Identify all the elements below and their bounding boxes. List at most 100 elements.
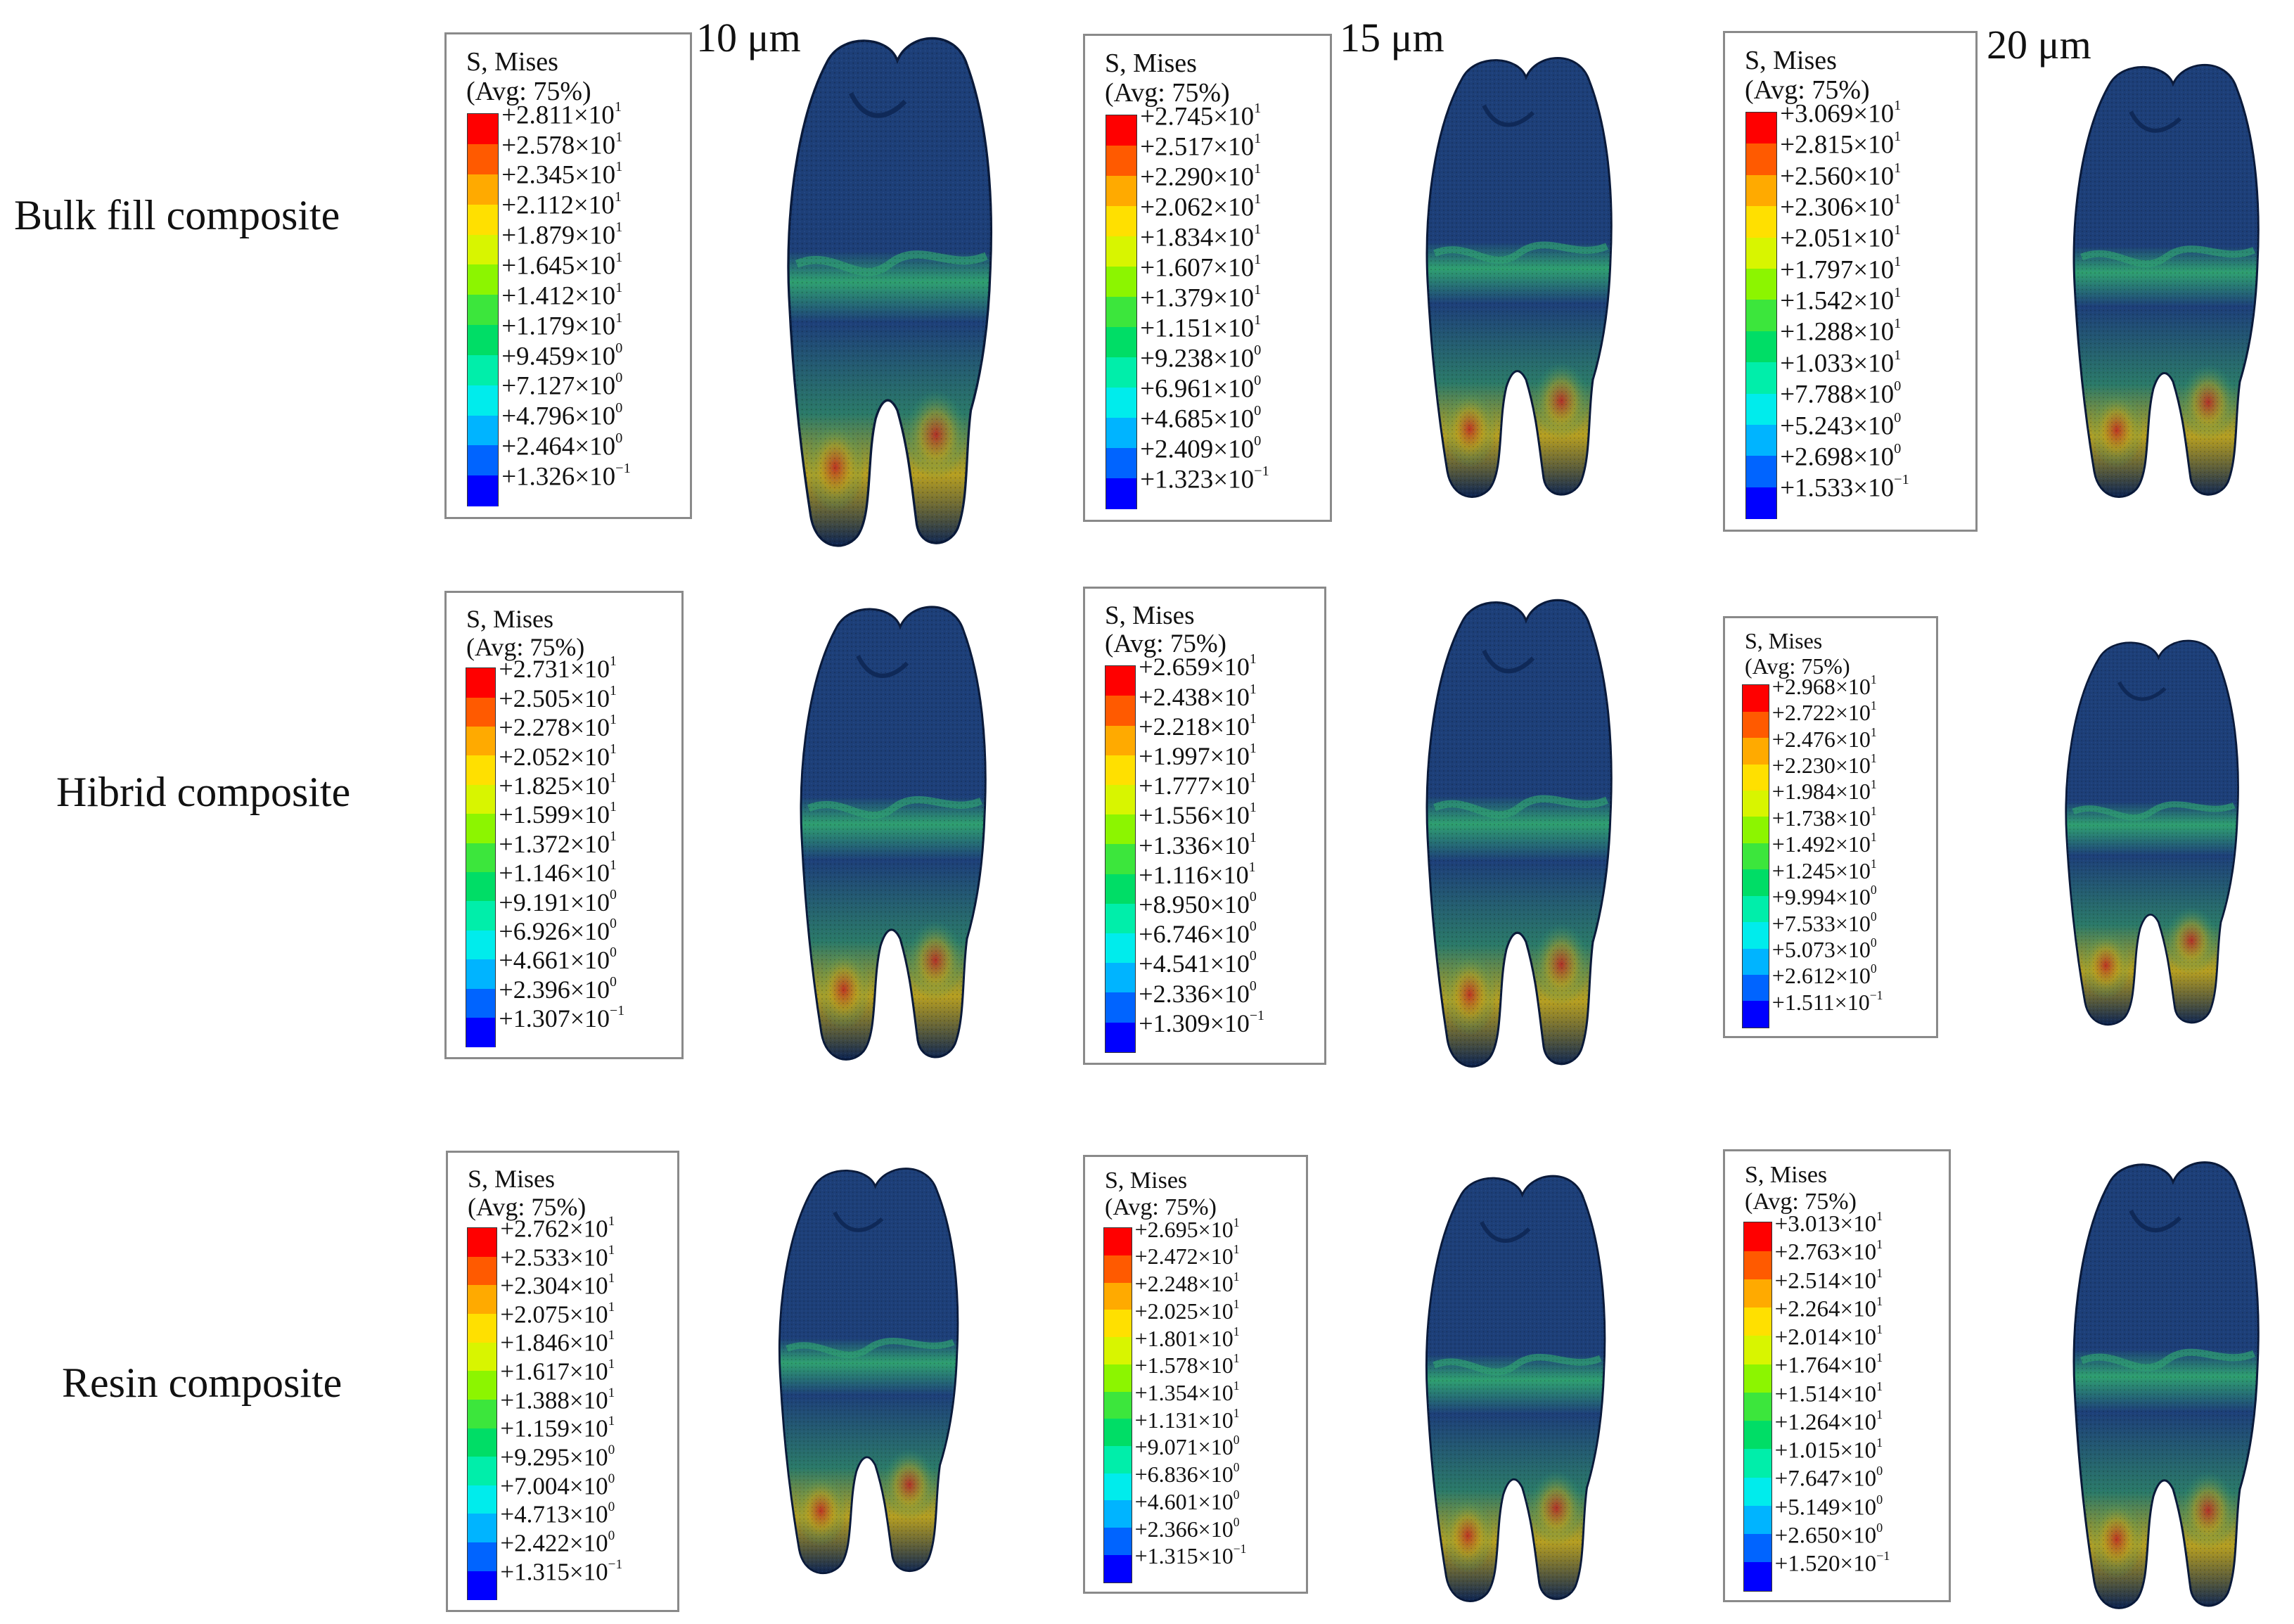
- legend-value-exponent: 1: [608, 1299, 615, 1315]
- legend-value-mantissa: +1.764×10: [1774, 1353, 1877, 1379]
- legend-value-exponent: 1: [1249, 770, 1257, 786]
- legend-value-exponent: 0: [608, 1500, 615, 1515]
- legend-value: +2.811×101: [501, 99, 622, 130]
- legend-value-mantissa: +2.762×10: [500, 1215, 608, 1243]
- legend-value-mantissa: +4.713×10: [500, 1500, 608, 1528]
- legend-value-exponent: 1: [610, 712, 617, 728]
- legend-color-band: [467, 234, 499, 265]
- legend-value: +1.556×101: [1139, 800, 1257, 830]
- legend-color-band: [1743, 869, 1769, 897]
- legend-value-mantissa: +1.159×10: [500, 1414, 608, 1443]
- legend-color-band: [466, 843, 496, 873]
- legend-value-mantissa: +7.788×10: [1780, 380, 1895, 409]
- legend-value: +9.191×100: [499, 887, 617, 917]
- legend-color-band: [1745, 269, 1777, 300]
- legend-color-band: [1105, 963, 1136, 993]
- legend-value: +2.472×101: [1135, 1242, 1240, 1270]
- legend-color-band: [1103, 1255, 1132, 1284]
- legend-title: S, Mises: [1105, 1168, 1188, 1194]
- legend-value-exponent: 1: [610, 682, 617, 698]
- legend-value: +9.994×100: [1772, 883, 1877, 910]
- legend-value-mantissa: +1.514×10: [1774, 1381, 1877, 1407]
- legend-value-exponent: 1: [1870, 751, 1877, 766]
- tooth-stress-map-bulk-fill-20um: [2072, 64, 2260, 498]
- legend-value-exponent: −1: [1233, 1542, 1247, 1556]
- tooth-stress-map-resin-20um: [2072, 1161, 2260, 1609]
- legend-value-mantissa: +1.645×10: [501, 251, 616, 281]
- legend-color-band: [1106, 327, 1137, 358]
- legend-value-mantissa: +2.815×10: [1780, 130, 1895, 160]
- legend-color-band: [466, 755, 496, 786]
- legend-color-band: [1743, 764, 1769, 791]
- legend-value-mantissa: +2.366×10: [1134, 1516, 1233, 1542]
- legend-value-mantissa: +2.304×10: [500, 1272, 608, 1300]
- legend-value-exponent: 0: [1870, 883, 1877, 897]
- legend-value: +1.179×101: [501, 310, 622, 341]
- legend-color-band: [1745, 206, 1777, 238]
- legend-value-exponent: −1: [610, 1003, 625, 1019]
- legend-value: +2.659×101: [1139, 651, 1257, 682]
- legend-value: +1.033×101: [1780, 347, 1901, 378]
- legend-color-band: [1105, 874, 1136, 904]
- legend-value: +7.127×100: [501, 370, 622, 401]
- legend-value-mantissa: +9.994×10: [1771, 884, 1871, 910]
- legend-value-exponent: 1: [615, 250, 623, 266]
- legend-value-exponent: 1: [1870, 830, 1877, 845]
- legend-value-mantissa: +2.409×10: [1140, 435, 1255, 464]
- legend-value-exponent: −1: [1894, 472, 1909, 488]
- legend-value-exponent: 1: [1254, 281, 1262, 298]
- legend-value-mantissa: +2.659×10: [1139, 653, 1250, 682]
- legend-subtitle: (Avg: 75%): [1745, 653, 1850, 679]
- legend-value-mantissa: +2.336×10: [1139, 979, 1250, 1008]
- legend-bulk-fill-15um: S, Mises (Avg: 75%) +2.745×101 +2.517×101 +2…: [1083, 34, 1332, 522]
- legend-value: +1.825×101: [499, 770, 617, 800]
- legend-value-exponent: 1: [610, 828, 617, 844]
- legend-color-band: [466, 1017, 496, 1047]
- legend-value-exponent: 0: [1876, 1492, 1883, 1507]
- legend-value: +4.601×100: [1135, 1488, 1240, 1515]
- legend-value: +1.764×101: [1775, 1350, 1883, 1379]
- legend-value-mantissa: +4.685×10: [1140, 404, 1255, 434]
- legend-value-exponent: 1: [1254, 312, 1262, 328]
- legend-color-band: [1745, 174, 1777, 207]
- legend-color-band: [1105, 933, 1136, 964]
- legend-value-exponent: 0: [1894, 378, 1902, 395]
- legend-value: +1.146×101: [499, 857, 617, 888]
- legend-value: +1.379×101: [1140, 282, 1261, 313]
- legend-value-exponent: 1: [1876, 1265, 1883, 1280]
- legend-value: +2.695×101: [1135, 1215, 1240, 1243]
- legend-color-band: [467, 325, 499, 356]
- legend-value-mantissa: +9.459×10: [501, 341, 616, 371]
- legend-value-exponent: 1: [1249, 710, 1257, 727]
- legend-color-band: [1743, 1251, 1771, 1280]
- legend-value-exponent: 1: [1233, 1378, 1240, 1393]
- legend-value-mantissa: +1.309×10: [1139, 1009, 1250, 1037]
- legend-value-mantissa: +2.248×10: [1134, 1271, 1233, 1297]
- legend-value: +2.505×101: [499, 683, 617, 713]
- legend-value-mantissa: +1.323×10: [1140, 465, 1255, 494]
- legend-color-band: [468, 1399, 497, 1429]
- legend-value-mantissa: +9.238×10: [1140, 344, 1255, 373]
- legend-value-mantissa: +1.599×10: [499, 800, 610, 829]
- legend-color-band: [467, 385, 499, 416]
- legend-subtitle: (Avg: 75%): [1105, 77, 1230, 108]
- legend-value-mantissa: +2.722×10: [1771, 700, 1871, 726]
- legend-value-exponent: 0: [1233, 1433, 1240, 1447]
- legend-value-mantissa: +1.533×10: [1780, 473, 1895, 503]
- legend-color-band: [466, 814, 496, 844]
- legend-value: +1.372×101: [499, 829, 617, 859]
- legend-title: S, Mises: [1745, 628, 1823, 654]
- legend-value-exponent: 1: [1870, 724, 1877, 739]
- legend-value-mantissa: +1.326×10: [501, 462, 616, 492]
- legend-value-exponent: 1: [608, 1328, 615, 1343]
- legend-color-band: [1745, 300, 1777, 332]
- legend-value: +6.746×100: [1139, 919, 1257, 949]
- legend-value-exponent: 0: [1249, 888, 1257, 904]
- col-label-10um: 10 μm: [696, 15, 801, 60]
- legend-value-exponent: 0: [1894, 409, 1902, 426]
- legend-value-exponent: 0: [1254, 402, 1262, 418]
- legend-value-exponent: 1: [1894, 316, 1902, 332]
- legend-value-exponent: 1: [1254, 100, 1262, 116]
- legend-value-mantissa: +1.179×10: [501, 312, 616, 341]
- legend-value: +1.492×101: [1772, 830, 1877, 857]
